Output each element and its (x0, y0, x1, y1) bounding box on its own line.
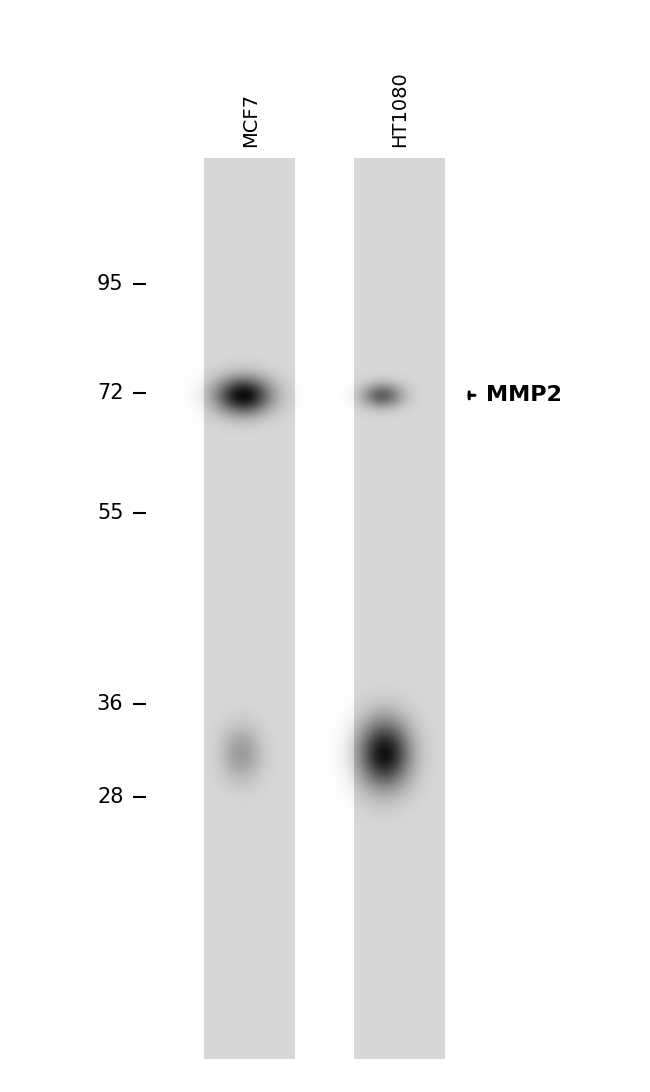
Text: 36: 36 (97, 695, 124, 714)
Text: 55: 55 (97, 503, 124, 523)
Text: HT1080: HT1080 (390, 72, 410, 147)
Text: 72: 72 (97, 383, 124, 403)
Text: MCF7: MCF7 (240, 94, 260, 147)
Text: 95: 95 (97, 274, 124, 294)
Text: 28: 28 (97, 787, 124, 807)
Text: MMP2: MMP2 (486, 385, 562, 405)
